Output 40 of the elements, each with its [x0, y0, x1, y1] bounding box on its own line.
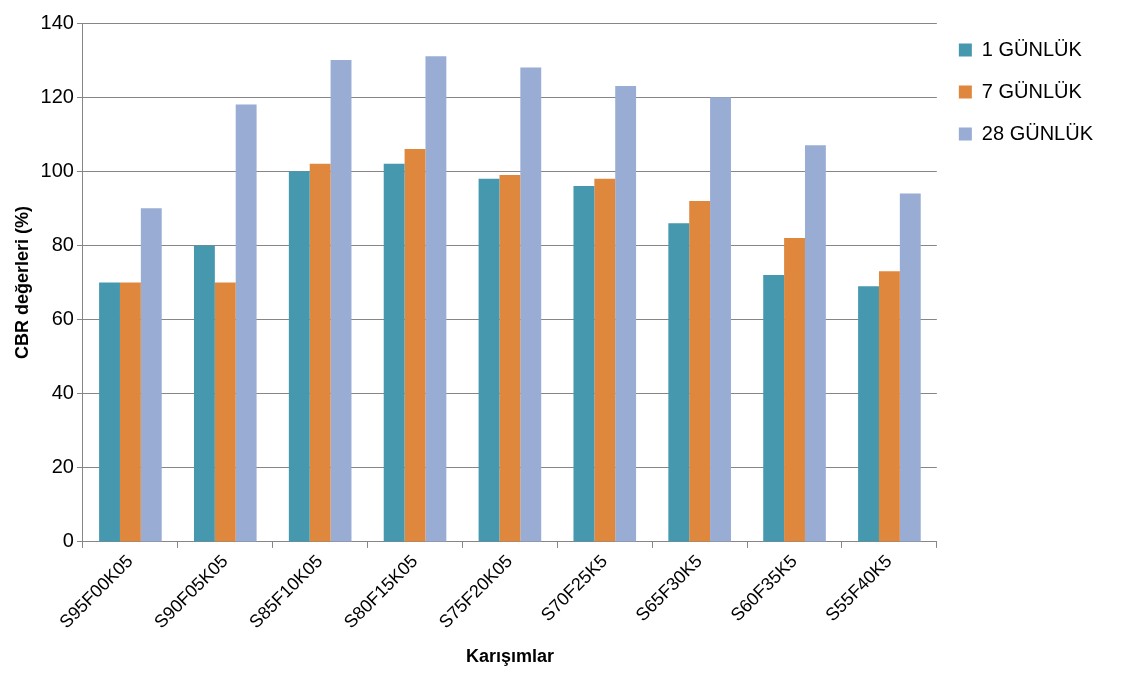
bar [119, 282, 141, 542]
y-tick-label: 80 [51, 232, 74, 255]
bar [763, 275, 785, 542]
bar [404, 149, 426, 542]
bar [668, 223, 690, 542]
bar [425, 56, 447, 542]
legend-label: 28 GÜNLÜK [981, 121, 1094, 144]
bar [499, 174, 521, 542]
bar [710, 97, 731, 542]
bar [140, 208, 162, 542]
bar [689, 200, 711, 542]
bar [899, 193, 921, 542]
bar [214, 282, 236, 542]
bar [858, 286, 879, 542]
bar [520, 67, 542, 542]
bar [478, 178, 500, 542]
bar [383, 163, 405, 542]
legend-label: 1 GÜNLÜK [981, 37, 1083, 60]
bar [615, 86, 637, 542]
bar [594, 178, 616, 542]
bar [573, 186, 595, 542]
bar [784, 237, 805, 542]
y-tick-label: 60 [51, 307, 74, 330]
bar [288, 171, 310, 542]
y-tick-label: 140 [40, 10, 74, 33]
y-tick-label: 20 [51, 455, 74, 478]
bar [309, 163, 331, 542]
y-tick-label: 0 [62, 529, 74, 552]
legend-label: 7 GÜNLÜK [981, 79, 1083, 102]
y-tick-label: 40 [51, 381, 74, 404]
x-axis-title: Karışımlar [465, 646, 554, 667]
bar [804, 145, 826, 542]
bar [878, 271, 900, 542]
y-tick-label: 120 [40, 84, 74, 107]
bar [193, 245, 215, 542]
bar [330, 60, 352, 542]
bar [99, 282, 120, 542]
y-tick-label: 100 [40, 158, 74, 181]
y-axis-title: CBR değerleri (%) [11, 205, 32, 359]
bar [235, 104, 257, 542]
